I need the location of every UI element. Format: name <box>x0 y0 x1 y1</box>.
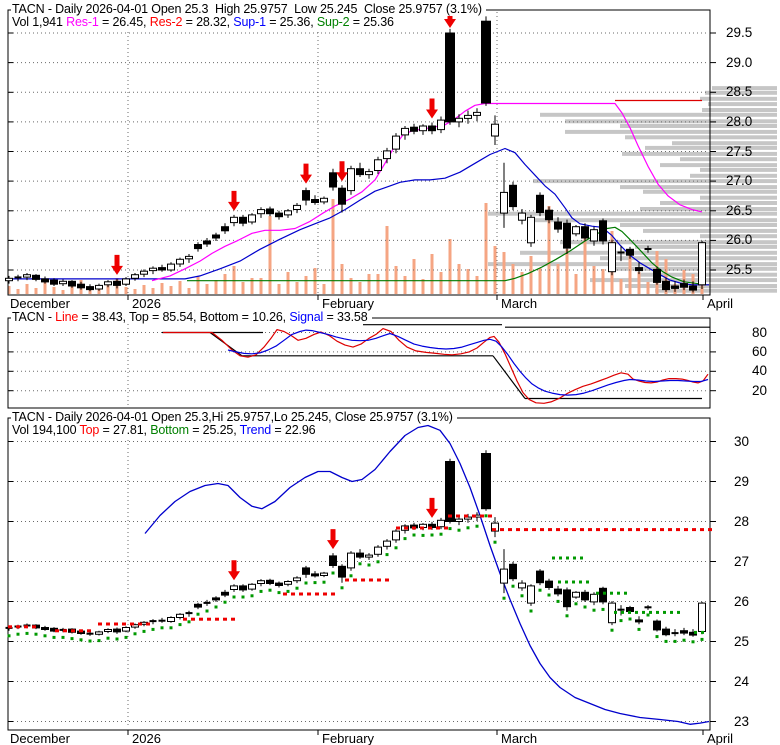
upper-x-axis-label: December <box>10 296 70 311</box>
upper-x-axis-label: February <box>322 296 375 311</box>
lower-x-axis-label: March <box>501 731 538 745</box>
legend-text: = 28.32, <box>182 15 234 29</box>
upper-panel-title: TACN - Daily 2026-04-01 Open 25.3 High 2… <box>11 3 486 16</box>
lower-x-axis-label: February <box>322 731 375 745</box>
legend-text: = 38.43, Top = 85.54, Bottom = 10.26, <box>78 310 290 324</box>
upper-y-axis-label: 27.5 <box>726 143 753 159</box>
legend-text: Sup-1 <box>233 15 266 29</box>
legend-text: = 25.36, <box>265 15 317 29</box>
legend-text: = 22.96 <box>271 423 316 437</box>
legend-text: Bottom <box>150 423 189 437</box>
upper-panel-legend: Vol 1,941 Res-1 = 26.45, Res-2 = 28.32, … <box>11 16 398 29</box>
legend-text: TACN - <box>12 310 56 324</box>
lower-y-axis-label: 26 <box>734 593 750 609</box>
upper-x-axis-label: March <box>501 296 538 311</box>
legend-text: Line <box>55 310 79 324</box>
legend-text: = 25.25, <box>188 423 240 437</box>
legend-text: Trend <box>239 423 272 437</box>
oscillator-y-axis-label: 60 <box>752 343 768 359</box>
upper-x-axis-label: April <box>707 296 734 311</box>
upper-y-axis-label: 25.5 <box>726 262 753 277</box>
legend-text: = 25.36 <box>349 15 394 29</box>
lower-x-axis-label: 2026 <box>132 731 161 745</box>
upper-y-axis-label: 29.0 <box>726 54 753 70</box>
lower-y-axis-label: 29 <box>734 473 750 489</box>
legend-text: Res-1 <box>66 15 99 29</box>
lower-y-axis-label: 23 <box>734 713 750 729</box>
lower-y-axis-label: 28 <box>734 513 750 529</box>
upper-y-axis-label: 27.0 <box>726 173 753 189</box>
upper-y-axis-label: 29.5 <box>726 25 753 40</box>
legend-text: Vol 1,941 <box>12 15 67 29</box>
legend-text: Sup-2 <box>316 15 350 29</box>
legend-text: Signal <box>289 310 324 324</box>
legend-text: = 27.81, <box>99 423 151 437</box>
upper-x-axis-label: 2026 <box>132 296 161 311</box>
lower-y-axis-label: 25 <box>734 633 750 649</box>
lower-panel-legend: Vol 194,100 Top = 27.81, Bottom = 25.25,… <box>11 423 320 437</box>
upper-y-axis-label: 26.0 <box>726 232 753 248</box>
lower-x-axis-label: April <box>707 731 734 745</box>
legend-text: = 33.58 <box>323 310 368 324</box>
lower-y-axis-label: 30 <box>734 433 750 449</box>
upper-y-axis-label: 28.5 <box>726 84 753 100</box>
upper-y-axis-label: 28.0 <box>726 113 753 129</box>
upper-y-axis-label: 26.5 <box>726 202 753 218</box>
oscillator-y-axis-label: 80 <box>752 324 768 340</box>
legend-text: Vol 194,100 <box>12 423 80 437</box>
lower-y-axis-label: 24 <box>734 673 750 689</box>
oscillator-y-axis-label: 20 <box>752 382 768 398</box>
legend-text: Top <box>79 423 100 437</box>
oscillator-y-axis-label: 40 <box>752 363 768 379</box>
lower-x-axis-label: December <box>10 731 70 745</box>
oscillator-panel-title: TACN - Line = 38.43, Top = 85.54, Bottom… <box>11 311 372 324</box>
legend-text: = 26.45, <box>98 15 150 29</box>
lower-panel-title: TACN - Daily 2026-04-01 Open 25.3,Hi 25.… <box>11 411 457 424</box>
legend-text: Res-2 <box>149 15 183 29</box>
lower-y-axis-label: 27 <box>734 553 750 569</box>
